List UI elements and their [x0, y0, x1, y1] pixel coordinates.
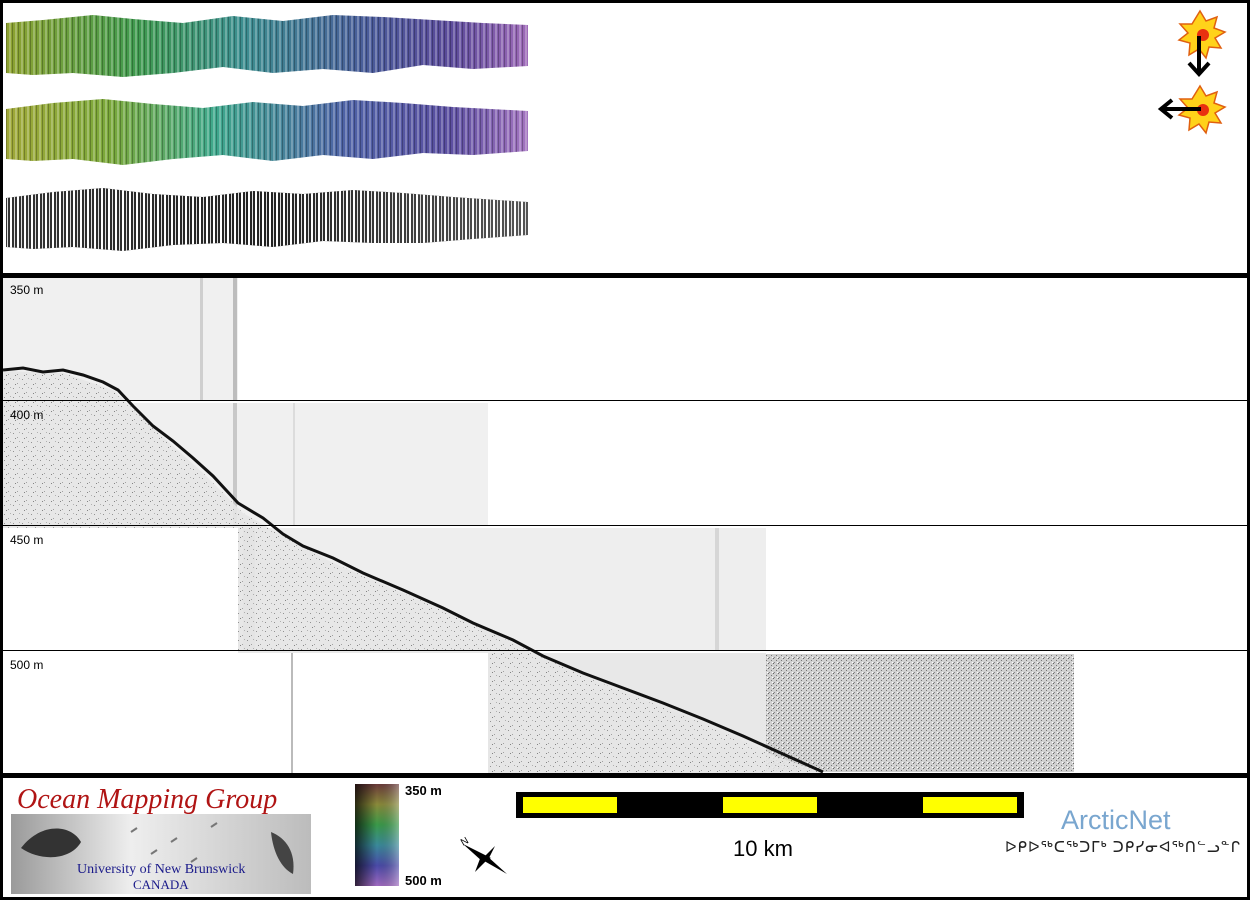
omg-title: Ocean Mapping Group	[17, 784, 278, 815]
omg-university: University of New Brunswick	[77, 862, 246, 877]
depth-gridline-450	[3, 525, 1247, 526]
legend-footer: Ocean Mapping Group University of New Br…	[3, 778, 1247, 897]
sun-arrow-left-icon	[1157, 84, 1227, 135]
depth-profile-panel: 350 m 400 m 450 m 500 m	[3, 278, 1247, 773]
seafloor-profile	[3, 278, 1074, 773]
swath-overview-panel	[3, 3, 1247, 273]
sun-arrow-down-icon	[1177, 9, 1227, 77]
colorbar-bottom-label: 500 m	[405, 873, 442, 888]
scale-segment-1	[523, 797, 617, 813]
omg-logo: Ocean Mapping Group University of New Br…	[11, 782, 311, 894]
depth-label-500: 500 m	[10, 658, 44, 672]
arcticnet-logo: ArcticNet	[1061, 805, 1171, 835]
top-divider	[0, 273, 1250, 278]
colorbar-top-label: 350 m	[405, 783, 442, 798]
depth-colorbar	[355, 784, 399, 886]
bottom-divider	[0, 773, 1250, 778]
omg-country: CANADA	[133, 877, 189, 892]
scale-bar-label: 10 km	[733, 836, 793, 861]
scale-bar	[516, 792, 1024, 818]
depth-label-400: 400 m	[10, 408, 44, 422]
depth-gridline-400	[3, 400, 1247, 401]
north-arrow-letter: N	[459, 835, 471, 848]
north-arrow-icon: N	[459, 835, 507, 874]
omg-logo-art	[11, 814, 311, 894]
scale-segment-2	[723, 797, 817, 813]
depth-label-450: 450 m	[10, 533, 44, 547]
scale-segment-3	[923, 797, 1017, 813]
depth-gridline-500	[3, 650, 1247, 651]
arcticnet-syllabics: ᐅᑭᐅᖅᑕᖅᑐᒥᒃ ᑐᑭᓯᓂᐊᖅᑎᓪᓗᓐᒋ	[1005, 839, 1242, 856]
depth-label-350: 350 m	[10, 283, 44, 297]
swath-strips	[6, 9, 1227, 251]
